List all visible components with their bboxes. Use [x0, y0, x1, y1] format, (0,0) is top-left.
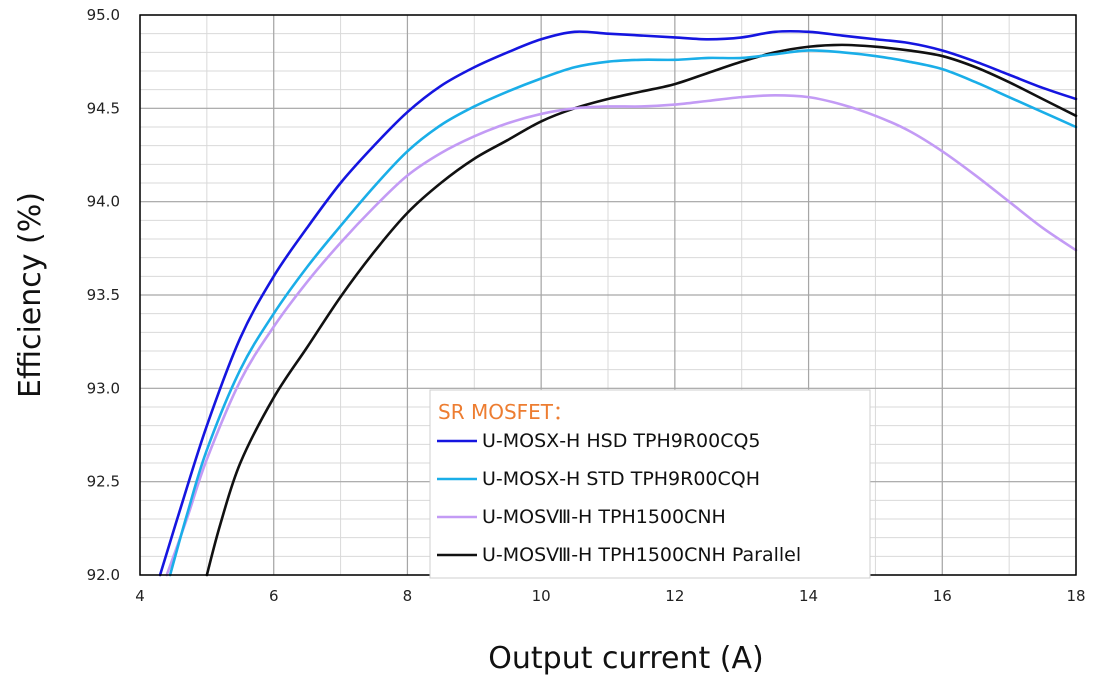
legend-title: SR MOSFET：	[438, 400, 573, 424]
y-tick-labels: 92.0 92.5 93.0 93.5 94.0 94.5 95.0	[87, 6, 120, 584]
legend-label-2: U-MOSⅩ-H STD TPH9R00CQH	[482, 468, 760, 490]
y-tick-label: 95.0	[87, 6, 120, 24]
y-tick-label: 94.0	[87, 193, 120, 211]
x-tick-label: 16	[933, 587, 952, 605]
legend-items: U-MOSⅩ-H HSD TPH9R00CQ5 U-MOSⅩ-H STD TPH9…	[437, 430, 801, 566]
y-tick-label: 93.0	[87, 379, 120, 397]
legend-label-4: U-MOSⅧ-H TPH1500CNH Parallel	[482, 544, 801, 566]
x-tick-label: 6	[269, 587, 279, 605]
x-tick-label: 4	[135, 587, 145, 605]
series-line-4	[205, 43, 1078, 577]
series-lines	[158, 29, 1078, 577]
x-tick-label: 12	[665, 587, 684, 605]
x-tick-label: 8	[403, 587, 413, 605]
legend: SR MOSFET： U-MOSⅩ-H HSD TPH9R00CQ5U-MOSⅩ…	[429, 389, 871, 579]
x-axis-title: Output current (A)	[488, 641, 763, 676]
legend-label-3: U-MOSⅧ-H TPH1500CNH	[482, 506, 726, 528]
legend-box	[429, 389, 871, 579]
series-line-3	[165, 93, 1078, 577]
x-tick-label: 14	[799, 587, 818, 605]
x-tick-label: 18	[1066, 587, 1085, 605]
y-tick-label: 92.5	[87, 473, 120, 491]
x-tick-label: 10	[532, 587, 551, 605]
series-line-1	[158, 29, 1078, 577]
x-tick-labels: 4 6 8 10 12 14 16 18	[135, 587, 1085, 605]
y-tick-label: 93.5	[87, 286, 120, 304]
legend-label-1: U-MOSⅩ-H HSD TPH9R00CQ5	[482, 430, 761, 452]
series-line-2	[168, 49, 1078, 577]
y-tick-label: 94.5	[87, 99, 120, 117]
y-tick-label: 92.0	[87, 566, 120, 584]
y-axis-title: Efficiency (%)	[13, 192, 48, 398]
